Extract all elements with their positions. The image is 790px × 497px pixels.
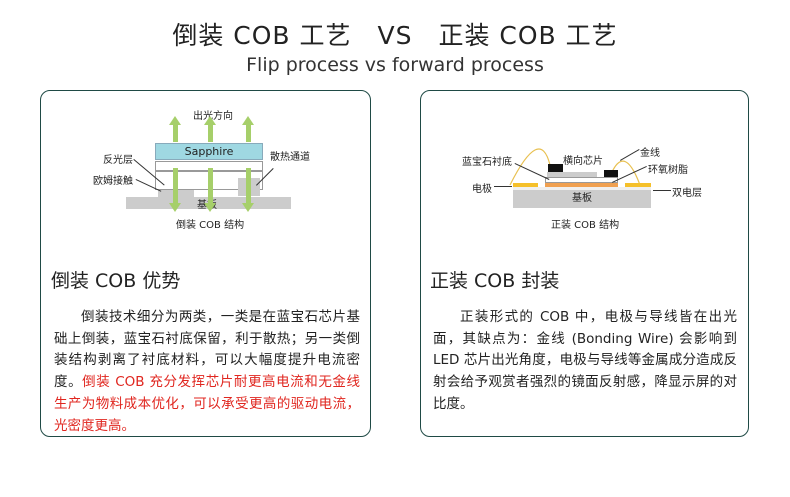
substrate-block: 基板 [513,190,651,208]
forward-diagram-caption: 正装 COB 结构 [551,220,620,231]
chip-pad [548,164,563,172]
page-title: 倒装 COB 工艺 VS 正装 COB 工艺 [172,21,618,50]
light-arrow-icon [242,116,254,142]
double-layer-label: 双电层 [672,188,702,199]
lateral-chip [547,172,597,177]
heat-arrow-icon [242,168,254,212]
light-arrow-icon [204,116,216,142]
lateral-chip-label: 横向芯片 [563,156,603,167]
heat-channel-label: 散热通道 [270,152,310,163]
forward-description: 正装形式的 COB 中，电极与导线皆在出光面，其缺点为：金线 (Bonding … [433,309,737,412]
ohmic-contact-label: 欧姆接触 [93,176,133,187]
flip-cob-card [40,90,371,437]
flip-description: 倒装技术细分为两类，一类是在蓝宝石芯片基础上倒装，蓝宝石衬底保留，利于散热；另一… [54,307,360,437]
chip-pad [604,170,618,177]
flip-diagram-caption: 倒装 COB 结构 [176,220,245,231]
sapphire-layer: Sapphire [155,143,263,160]
forward-heading: 正装 COB 封装 [430,270,560,292]
sapphire-substrate-label: 蓝宝石衬底 [462,157,512,168]
heat-arrow-icon [204,168,216,212]
electrode-label: 电极 [472,184,492,195]
flip-text: 倒装技术细分为两类，一类是在蓝宝石芯片基础上倒装，蓝宝石衬底保留，利于散热；另一… [54,309,360,391]
leader-line [653,190,671,191]
gold-wire-label: 金线 [640,148,660,159]
electrode-left [513,183,538,187]
flip-highlight-text: 倒装 COB 充分发挥芯片耐更高电流和无金线生产为物料成本优化，可以承受更高的驱… [54,374,361,434]
gold-wire-icon [509,148,641,186]
forward-cob-card [420,90,749,437]
heat-arrow-icon [169,168,181,212]
sapphire-substrate [545,177,618,183]
page-subtitle: Flip process vs forward process [246,54,544,76]
flip-heading: 倒装 COB 优势 [51,270,181,292]
double-layer [513,187,651,190]
epoxy-label: 环氧树脂 [648,165,688,176]
electrode-right [625,183,651,187]
leader-line [494,186,512,187]
reflective-layer-label: 反光层 [103,155,133,166]
epoxy-layer [545,183,618,187]
light-arrow-icon [169,116,181,142]
